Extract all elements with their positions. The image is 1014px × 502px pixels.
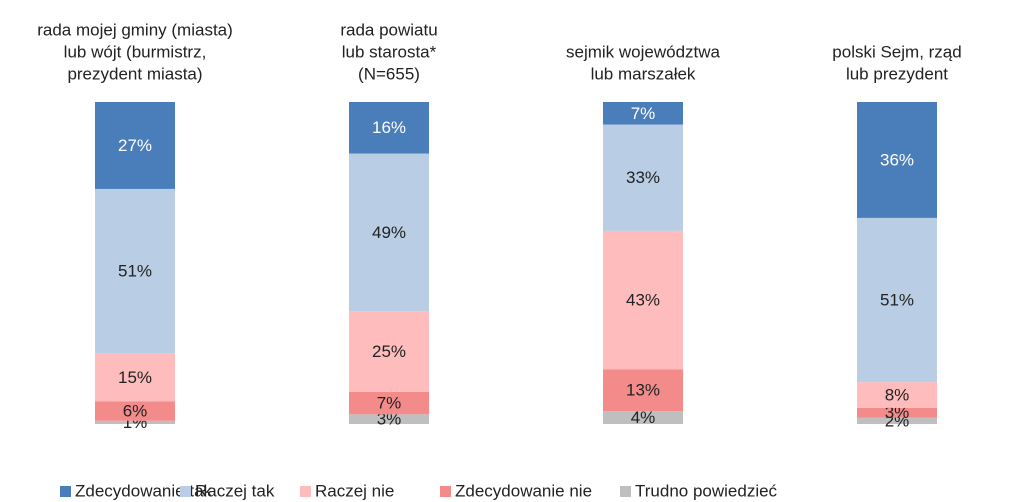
bar-segment	[857, 407, 937, 418]
legend-swatch	[440, 486, 451, 497]
value-label: 43%	[626, 291, 660, 310]
category-label: lub marszałek	[591, 64, 696, 83]
category-label: rada powiatu	[340, 20, 437, 39]
bar-segment	[349, 153, 429, 312]
bar-segment	[857, 382, 937, 408]
bar-segment	[349, 311, 429, 392]
bar-segment	[349, 102, 429, 154]
value-label: 3%	[885, 403, 910, 422]
value-label: 6%	[123, 402, 148, 421]
legend-label: Raczej nie	[315, 481, 394, 500]
value-label: 27%	[118, 136, 152, 155]
value-label: 33%	[626, 168, 660, 187]
legend-label: Raczej tak	[195, 481, 275, 500]
category-label: prezydent miasta)	[67, 64, 202, 83]
bar-segment	[95, 420, 175, 424]
value-label: 36%	[880, 150, 914, 169]
value-label: 51%	[118, 262, 152, 281]
value-label: 25%	[372, 342, 406, 361]
value-label: 4%	[631, 408, 656, 427]
bar-segment	[603, 230, 683, 370]
category-label: (N=655)	[358, 64, 420, 83]
bar-segment	[603, 102, 683, 125]
bar-segment	[857, 417, 937, 424]
value-label: 3%	[377, 410, 402, 429]
legend-label: Zdecydowanie tak	[75, 481, 213, 500]
legend-swatch	[60, 486, 71, 497]
bar-segment	[603, 369, 683, 412]
bar-segment	[349, 414, 429, 424]
category-label: rada mojej gminy (miasta)	[37, 20, 233, 39]
category-label: lub starosta*	[342, 42, 437, 61]
bar-segment	[95, 401, 175, 421]
bar-segment	[603, 124, 683, 231]
bar-segment	[95, 188, 175, 354]
value-label: 13%	[626, 381, 660, 400]
value-label: 16%	[372, 118, 406, 137]
value-label: 15%	[118, 368, 152, 387]
category-label: polski Sejm, rząd	[832, 42, 961, 61]
category-label: sejmik województwa	[566, 42, 721, 61]
legend-swatch	[300, 486, 311, 497]
bar-segment	[95, 353, 175, 402]
bar-segment	[857, 102, 937, 218]
value-label: 49%	[372, 223, 406, 242]
category-label: lub wójt (burmistrz,	[64, 42, 207, 61]
legend-label: Trudno powiedzieć	[635, 481, 778, 500]
legend-label: Zdecydowanie nie	[455, 481, 592, 500]
bar-segment	[349, 391, 429, 415]
bar-segment	[857, 217, 937, 383]
legend-swatch	[180, 486, 191, 497]
value-label: 7%	[377, 394, 402, 413]
legend-swatch	[620, 486, 631, 497]
value-label: 51%	[880, 291, 914, 310]
bar-segment	[95, 102, 175, 189]
bar-segment	[603, 411, 683, 424]
value-label: 8%	[885, 386, 910, 405]
value-label: 7%	[631, 104, 656, 123]
category-label: lub prezydent	[846, 64, 948, 83]
